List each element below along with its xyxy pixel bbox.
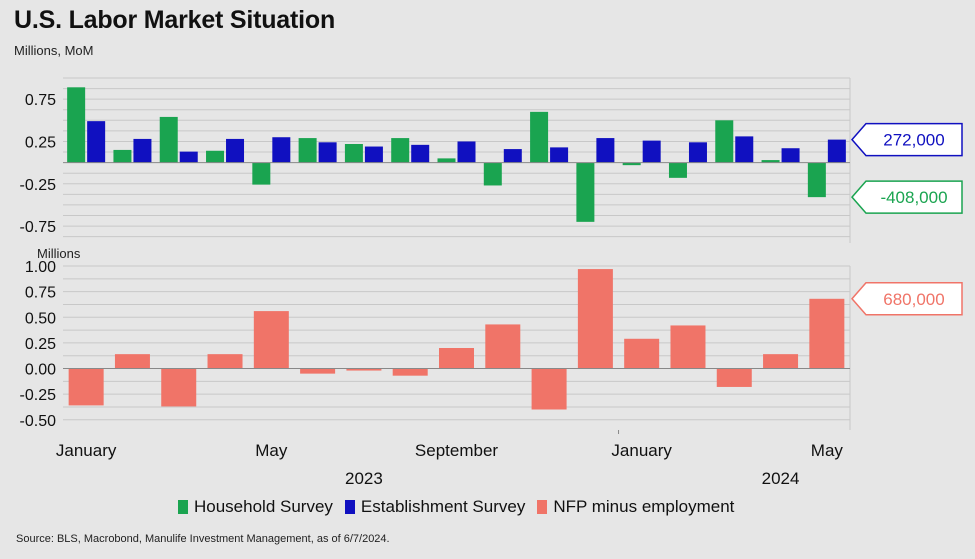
legend-swatch-nfp-minus [537, 500, 548, 514]
bar-establishment-survey-2 [179, 151, 198, 163]
bar-household-survey-5 [298, 138, 317, 163]
callout-box-bottom-0 [851, 282, 963, 316]
bar-nfp-minus-employment-1 [114, 354, 150, 369]
bar-establishment-survey-16 [827, 139, 846, 163]
bar-nfp-minus-employment-0 [68, 368, 104, 406]
bar-nfp-minus-employment-2 [161, 368, 197, 407]
bar-household-survey-12 [622, 162, 641, 166]
x-tick-label: September [415, 441, 498, 460]
callout-label-top-0: 272,000 [883, 131, 944, 150]
bar-nfp-minus-employment-3 [207, 354, 243, 369]
x-year-label: 2024 [762, 469, 800, 488]
bar-establishment-survey-10 [550, 147, 569, 163]
bar-household-survey-0 [67, 87, 86, 163]
bar-household-survey-3 [206, 150, 225, 163]
bar-establishment-survey-11 [596, 138, 615, 163]
bar-establishment-survey-13 [688, 142, 707, 163]
bar-nfp-minus-employment-8 [439, 348, 474, 369]
bar-nfp-minus-employment-5 [300, 368, 336, 374]
y-tick-label-bottom: 0.00 [25, 362, 56, 379]
callout-label-top-1: -408,000 [880, 188, 947, 207]
y-tick-label-top: -0.25 [20, 177, 57, 194]
bar-establishment-survey-1 [133, 138, 152, 163]
bar-nfp-minus-employment-13 [670, 325, 706, 369]
y-tick-label-top: -0.75 [20, 219, 57, 236]
bar-nfp-minus-employment-9 [485, 324, 521, 369]
bar-establishment-survey-8 [457, 141, 476, 163]
bar-establishment-survey-7 [411, 144, 430, 163]
chart-subtitle: Millions, MoM [14, 43, 94, 58]
y-tick-label-bottom: 0.25 [25, 336, 56, 353]
legend-item-nfp-minus: NFP minus employment [537, 497, 734, 517]
x-tick-label: January [611, 441, 672, 460]
legend-item-household: Household Survey [178, 497, 333, 517]
x-tick-label: May [255, 441, 288, 460]
y-tick-label-bottom: 0.50 [25, 310, 56, 327]
bar-household-survey-7 [391, 138, 410, 163]
bar-nfp-minus-employment-4 [253, 311, 289, 369]
bar-nfp-minus-employment-10 [531, 368, 567, 410]
bar-household-survey-4 [252, 162, 271, 185]
bar-nfp-minus-employment-12 [624, 338, 660, 369]
legend-item-establishment: Establishment Survey [344, 497, 526, 517]
y-tick-label-bottom: 0.75 [25, 285, 56, 302]
bar-nfp-minus-employment-11 [577, 269, 613, 369]
bar-establishment-survey-15 [781, 148, 800, 163]
bar-establishment-survey-4 [272, 137, 291, 163]
chart-title: U.S. Labor Market Situation [14, 6, 336, 34]
y-tick-label-top: 0.25 [25, 134, 56, 151]
callout-label-bottom-0: 680,000 [883, 290, 944, 309]
bar-household-survey-6 [344, 144, 363, 163]
bar-establishment-survey-0 [87, 121, 106, 163]
legend: Household Survey Establishment Survey NF… [178, 497, 734, 517]
y-tick-label-bottom: -0.50 [20, 413, 57, 430]
y-tick-label-bottom: 1.00 [25, 259, 56, 276]
bar-household-survey-15 [761, 160, 780, 163]
bar-household-survey-14 [715, 120, 734, 163]
bar-household-survey-9 [483, 162, 502, 186]
legend-label-nfp-minus: NFP minus employment [553, 497, 735, 516]
bar-nfp-minus-employment-7 [392, 368, 428, 376]
y-tick-label-top: 0.75 [25, 92, 56, 109]
bar-establishment-survey-5 [318, 142, 337, 163]
bar-household-survey-8 [437, 158, 456, 163]
source-note: Source: BLS, Macrobond, Manulife Investm… [16, 533, 390, 545]
legend-label-establishment: Establishment Survey [360, 497, 526, 516]
bar-nfp-minus-employment-16 [809, 298, 845, 369]
bar-household-survey-13 [668, 162, 687, 178]
bar-establishment-survey-12 [642, 140, 661, 163]
y-tick-label-bottom: -0.25 [20, 387, 57, 404]
bar-household-survey-10 [530, 111, 549, 163]
legend-swatch-establishment [344, 500, 355, 514]
x-tick-label: January [56, 441, 117, 460]
callout-box-top-1 [851, 180, 963, 214]
x-tick-label: May [811, 441, 844, 460]
bar-household-survey-11 [576, 162, 595, 222]
legend-label-household: Household Survey [194, 497, 333, 516]
bar-household-survey-1 [113, 149, 132, 163]
x-year-label: 2023 [345, 469, 383, 488]
bar-household-survey-2 [159, 116, 178, 163]
bar-establishment-survey-6 [364, 146, 383, 163]
callout-box-top-0 [851, 122, 963, 157]
bar-establishment-survey-3 [226, 138, 245, 163]
legend-swatch-household [178, 500, 188, 514]
bar-establishment-survey-14 [735, 136, 754, 163]
bar-establishment-survey-9 [503, 149, 522, 163]
bar-nfp-minus-employment-6 [346, 368, 382, 371]
bar-nfp-minus-employment-15 [763, 354, 799, 369]
bar-nfp-minus-employment-14 [716, 368, 752, 387]
bar-household-survey-16 [807, 162, 826, 198]
y-axis-label-bottom: Millions [37, 246, 81, 261]
